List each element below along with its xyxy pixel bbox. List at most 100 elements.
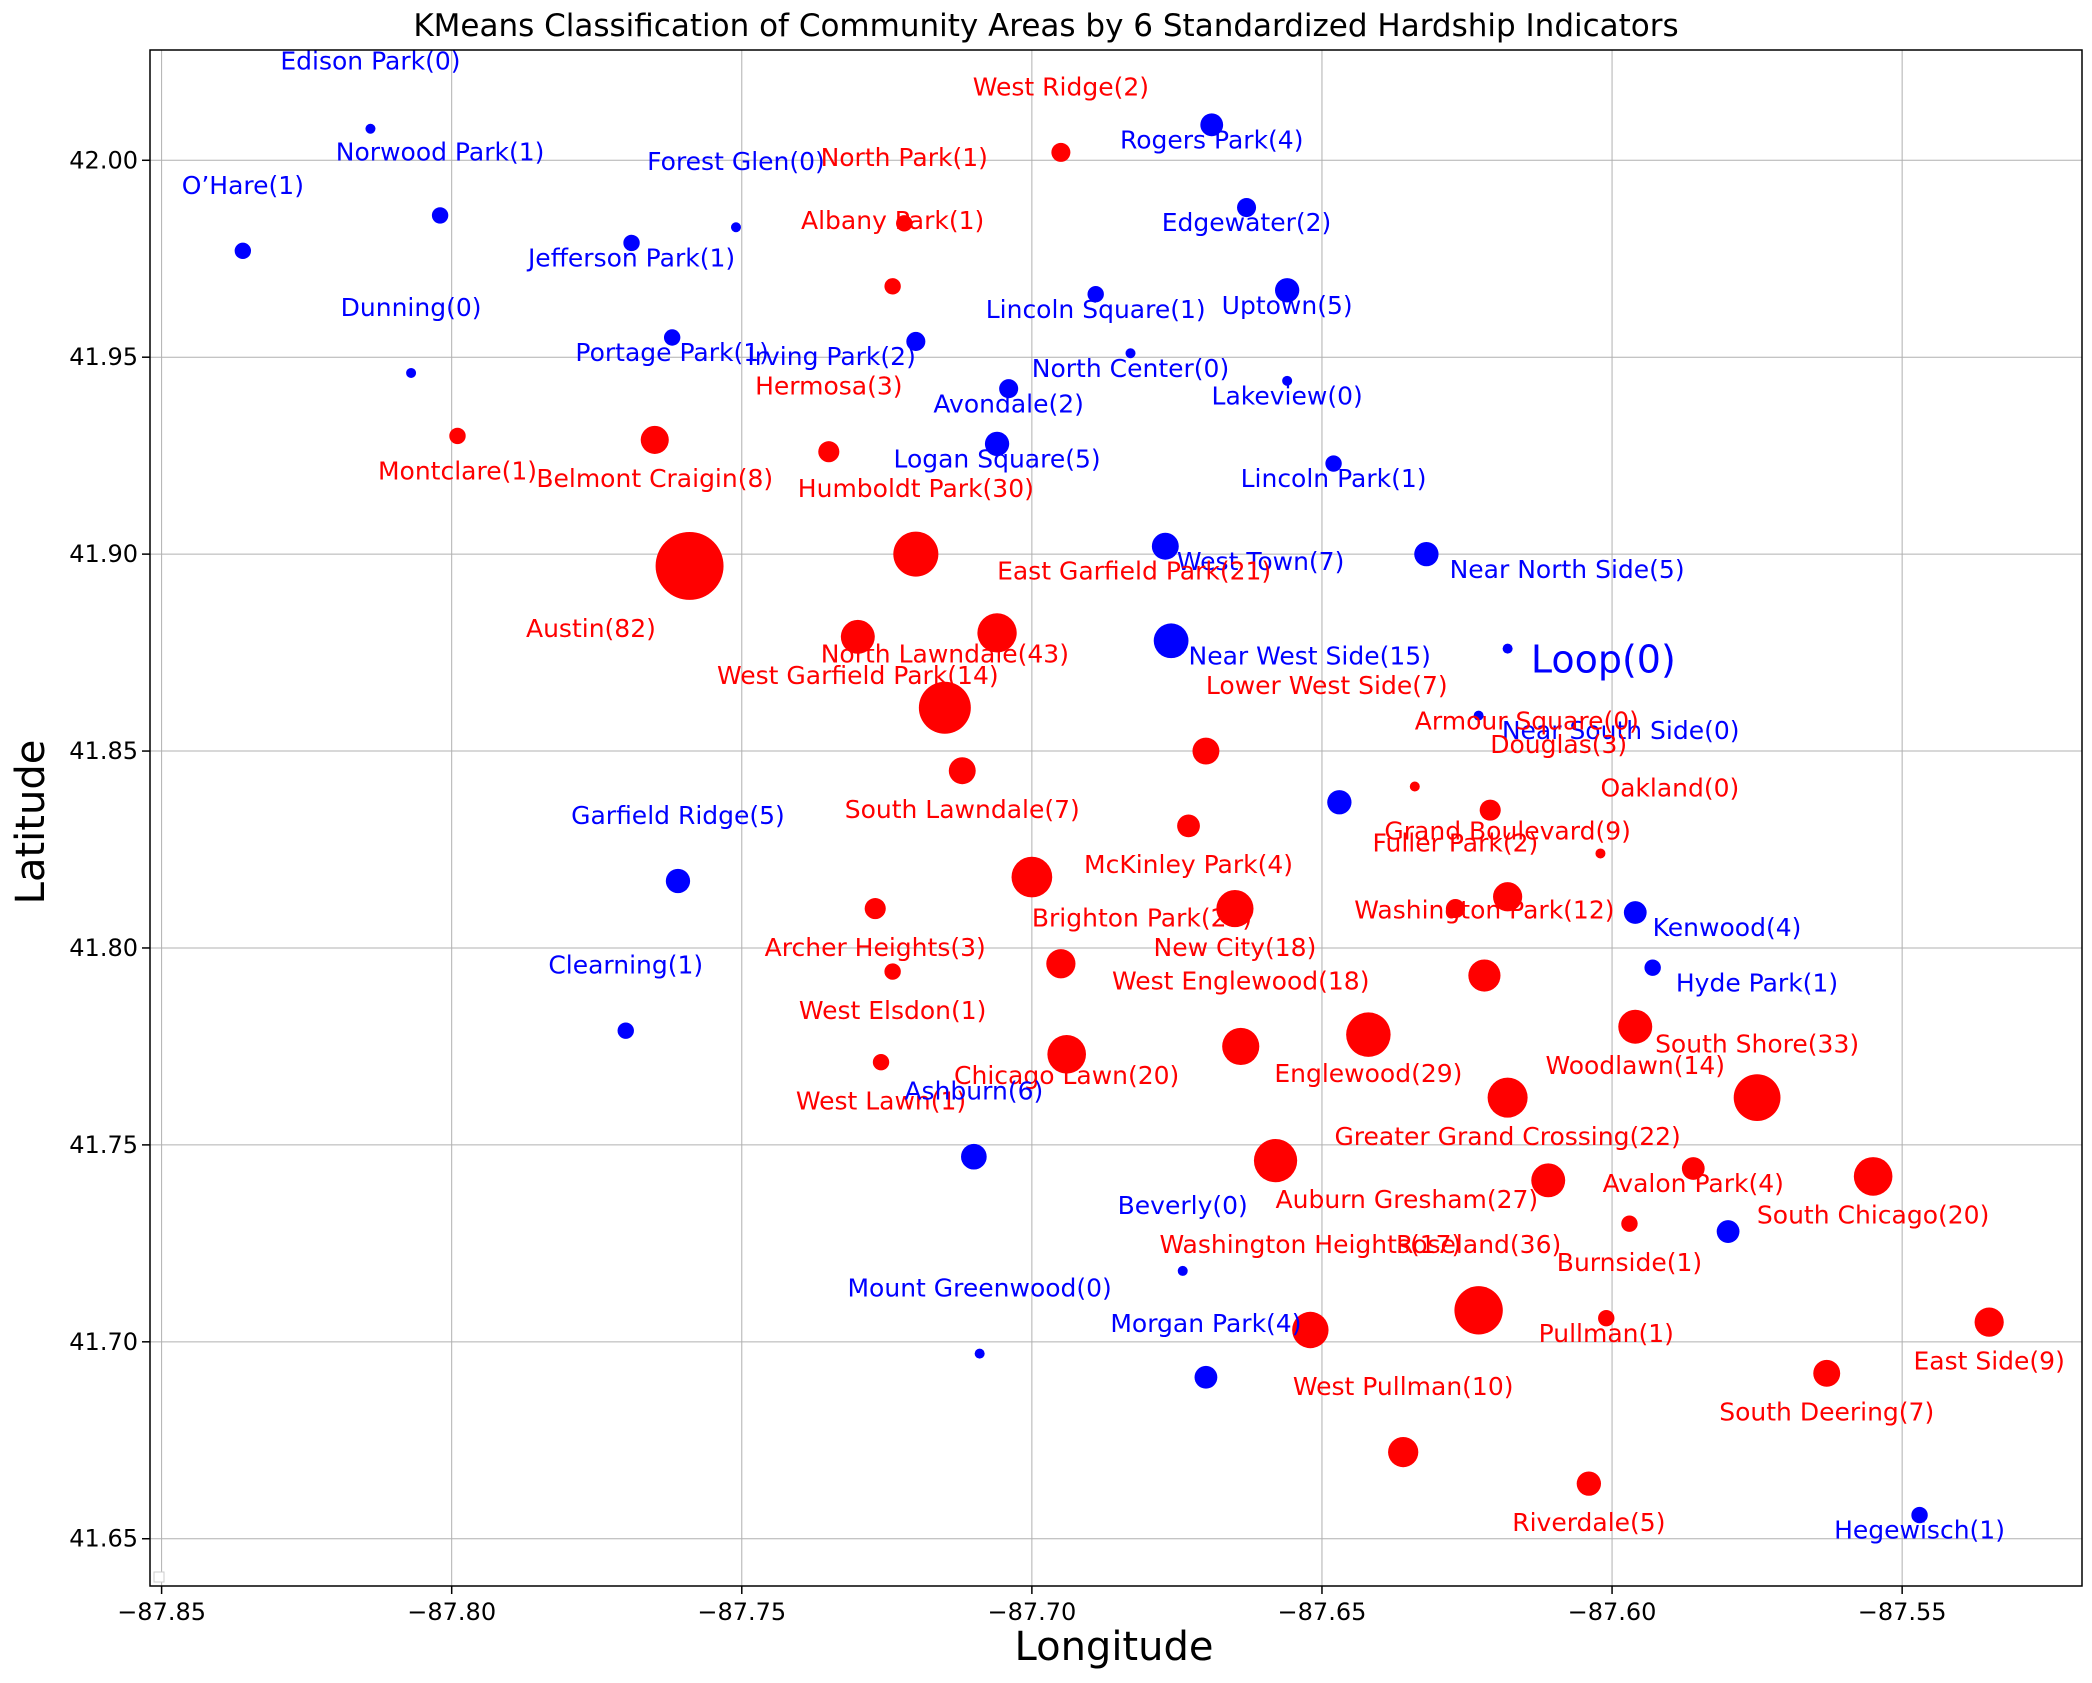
data-label: Englewood(29) [1274, 1059, 1462, 1088]
data-label: Albany Park(1) [801, 206, 984, 235]
data-point [884, 963, 901, 980]
y-tick-label: 41.75 [69, 1131, 138, 1159]
data-label: Montclare(1) [378, 456, 537, 485]
chart-title: KMeans Classification of Community Areas… [413, 8, 1678, 44]
data-point [1468, 959, 1501, 992]
data-point [977, 613, 1017, 653]
data-label: Oakland(0) [1600, 773, 1739, 802]
data-label: Washington Park(12) [1354, 895, 1614, 924]
data-point [1177, 1265, 1188, 1276]
data-point [974, 1348, 985, 1359]
data-point [623, 234, 640, 252]
data-label: West Town(7) [1177, 547, 1344, 576]
data-point [818, 441, 840, 463]
data-label: East Side(9) [1913, 1346, 2064, 1375]
data-point [1327, 790, 1352, 815]
data-label: Hyde Park(1) [1676, 968, 1838, 997]
data-label: Loop(0) [1531, 637, 1676, 681]
data-label: Jefferson Park(1) [526, 244, 735, 273]
data-label: Roseland(36) [1396, 1230, 1561, 1259]
grid [150, 50, 2082, 1586]
data-label: Fuller Park(2) [1373, 828, 1539, 857]
data-point [1487, 1077, 1528, 1118]
data-point [1853, 1157, 1893, 1196]
data-point [1046, 949, 1076, 979]
data-point [1623, 901, 1647, 924]
data-label: North Lawndale(43) [821, 639, 1069, 668]
data-point [1388, 1436, 1419, 1468]
data-label: Hermosa(3) [755, 372, 902, 401]
data-label: Douglas(3) [1490, 730, 1627, 759]
data-point [1681, 1157, 1705, 1180]
data-point [617, 1022, 634, 1039]
data-point [730, 222, 741, 233]
data-point [1479, 799, 1501, 821]
data-point [840, 619, 875, 654]
data-label: Mount Greenwood(0) [847, 1274, 1111, 1303]
data-point [655, 531, 724, 600]
data-label: South Lawndale(7) [845, 795, 1080, 824]
y-tick-label: 41.90 [69, 540, 138, 568]
data-point [1598, 1309, 1615, 1327]
data-point [1716, 1220, 1740, 1243]
data-point [1216, 890, 1254, 928]
data-point [1409, 781, 1420, 792]
data-label: Lincoln Park(1) [1241, 464, 1427, 493]
point-labels: Edison Park(0) Norwood Park(1) O’Hare(1) Fo… [182, 47, 2065, 1545]
data-label: Chicago Lawn(20) [954, 1061, 1179, 1090]
data-label: Avondale(2) [933, 389, 1084, 418]
data-label: Norwood Park(1) [336, 137, 545, 166]
data-point [948, 757, 976, 785]
data-point [999, 379, 1019, 399]
data-point [640, 425, 669, 454]
data-label: Near South Side(0) [1502, 716, 1740, 745]
data-label: Avalon Park(4) [1603, 1169, 1784, 1198]
data-label: Rogers Park(4) [1120, 125, 1303, 154]
data-label: Garfield Ridge(5) [571, 801, 785, 830]
data-point [872, 1053, 890, 1071]
data-point [1733, 1074, 1781, 1122]
data-label: Belmont Craigin(8) [536, 464, 773, 493]
data-point [365, 123, 376, 134]
data-point [864, 898, 886, 920]
data-label: Beverly(0) [1118, 1191, 1248, 1220]
data-point [1192, 737, 1220, 765]
axis-ticks: −87.85 −87.80 −87.75 −87.70 −87.65 −87.60 −87.… [69, 146, 1946, 1626]
data-label: Armour Square(0) [1415, 706, 1639, 735]
data-point [665, 868, 691, 894]
data-label: Edison Park(0) [280, 47, 460, 76]
data-point [1292, 1311, 1329, 1349]
data-point [984, 431, 1010, 457]
y-tick-label: 41.70 [69, 1328, 138, 1356]
data-point [1414, 541, 1439, 567]
data-point [1346, 1012, 1391, 1057]
data-point [1911, 1506, 1928, 1524]
data-point [896, 215, 913, 232]
x-tick-label: −87.55 [1858, 1598, 1947, 1626]
data-point [1222, 1027, 1260, 1066]
data-point [961, 1143, 987, 1170]
data-point [663, 329, 681, 346]
data-point [1151, 532, 1179, 560]
data-label: Washington Heights(17) [1159, 1230, 1461, 1259]
data-point [1194, 1365, 1218, 1389]
x-tick-label: −87.75 [697, 1598, 786, 1626]
data-point [1047, 1034, 1086, 1074]
data-label: North Park(1) [821, 143, 988, 172]
data-point [1531, 1163, 1566, 1198]
x-tick-label: −87.70 [987, 1598, 1076, 1626]
data-label: Uptown(5) [1222, 291, 1353, 320]
data-label: Forest Glen(0) [647, 147, 825, 176]
y-tick-label: 42.00 [69, 146, 138, 174]
y-axis-label: Latitude [8, 740, 54, 905]
data-label: West Elsdon(1) [799, 996, 987, 1025]
data-point [1274, 278, 1300, 303]
y-tick-label: 41.80 [69, 934, 138, 962]
data-point [1011, 856, 1053, 898]
data-label: West Pullman(10) [1293, 1372, 1514, 1401]
data-point [1493, 882, 1523, 912]
y-tick-label: 41.65 [69, 1525, 138, 1553]
